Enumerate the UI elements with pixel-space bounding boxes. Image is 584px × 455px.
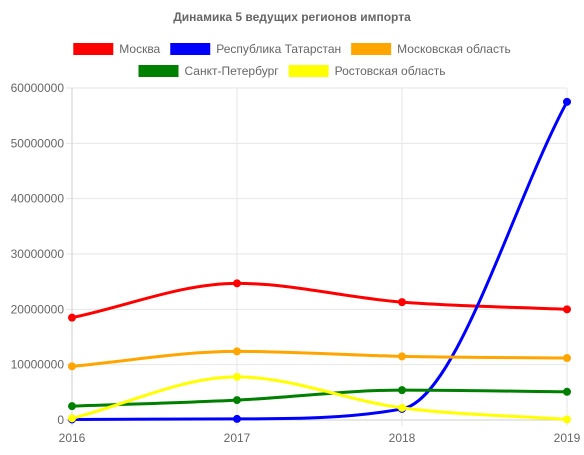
data-point[interactable] bbox=[563, 415, 571, 424]
chart-title: Динамика 5 ведущих регионов импорта bbox=[173, 10, 411, 24]
data-point[interactable] bbox=[398, 298, 406, 307]
data-point[interactable] bbox=[233, 372, 241, 381]
data-point[interactable] bbox=[68, 362, 76, 371]
y-tick-label: 60000000 bbox=[11, 81, 65, 95]
x-tick-label: 2018 bbox=[389, 431, 416, 445]
legend-item[interactable]: Ростовская область bbox=[288, 64, 446, 78]
legend: Москва Республика Татарстан Московская обл… bbox=[73, 42, 511, 78]
data-point[interactable] bbox=[563, 354, 571, 363]
series-4 bbox=[68, 372, 571, 424]
legend-label: Санкт-Петербург bbox=[185, 64, 280, 78]
data-point[interactable] bbox=[233, 414, 241, 423]
x-tick-label: 2016 bbox=[59, 431, 86, 445]
series-2 bbox=[68, 347, 571, 371]
series-line bbox=[70, 349, 569, 368]
legend-swatch bbox=[351, 43, 392, 55]
legend-item[interactable]: Санкт-Петербург bbox=[138, 64, 280, 78]
series-line bbox=[70, 100, 569, 421]
y-tick-label: 50000000 bbox=[11, 136, 65, 150]
legend-swatch bbox=[288, 65, 329, 77]
data-point[interactable] bbox=[398, 386, 406, 395]
legend-item[interactable]: Московская область bbox=[351, 42, 511, 56]
y-axis: 0 10000000 20000000 30000000 40000000 5000000… bbox=[11, 81, 65, 427]
data-point[interactable] bbox=[233, 396, 241, 405]
legend-item[interactable]: Республика Татарстан bbox=[170, 42, 341, 56]
y-tick-label: 20000000 bbox=[11, 302, 65, 316]
x-axis: 2016 2017 2018 2019 bbox=[59, 431, 581, 445]
x-tick-label: 2017 bbox=[224, 431, 251, 445]
y-tick-label: 30000000 bbox=[11, 247, 65, 261]
series-line bbox=[70, 281, 569, 320]
data-point[interactable] bbox=[233, 347, 241, 356]
legend-swatch bbox=[170, 43, 211, 55]
legend-label: Республика Татарстан bbox=[216, 42, 341, 56]
data-point[interactable] bbox=[563, 97, 571, 106]
y-tick-label: 10000000 bbox=[11, 358, 65, 372]
y-tick-label: 40000000 bbox=[11, 192, 65, 206]
legend-label: Москва bbox=[119, 42, 160, 56]
legend-label: Ростовская область bbox=[335, 64, 446, 78]
data-point[interactable] bbox=[233, 279, 241, 288]
data-point[interactable] bbox=[563, 387, 571, 396]
grid bbox=[66, 87, 568, 426]
y-tick-label: 0 bbox=[57, 413, 64, 427]
series-1 bbox=[68, 97, 571, 424]
legend-swatch bbox=[73, 43, 114, 55]
data-point[interactable] bbox=[398, 403, 406, 412]
series-line bbox=[70, 388, 569, 408]
data-point[interactable] bbox=[563, 305, 571, 314]
series-0 bbox=[68, 279, 571, 322]
series-line bbox=[70, 375, 569, 421]
data-point[interactable] bbox=[68, 313, 76, 322]
legend-label: Московская область bbox=[397, 42, 511, 56]
data-point[interactable] bbox=[68, 414, 76, 423]
data-point[interactable] bbox=[68, 402, 76, 411]
series-group bbox=[68, 97, 571, 424]
legend-swatch bbox=[138, 65, 179, 77]
series-3 bbox=[68, 386, 571, 411]
data-point[interactable] bbox=[398, 352, 406, 361]
x-tick-label: 2019 bbox=[554, 431, 581, 445]
legend-item[interactable]: Москва bbox=[73, 42, 161, 56]
